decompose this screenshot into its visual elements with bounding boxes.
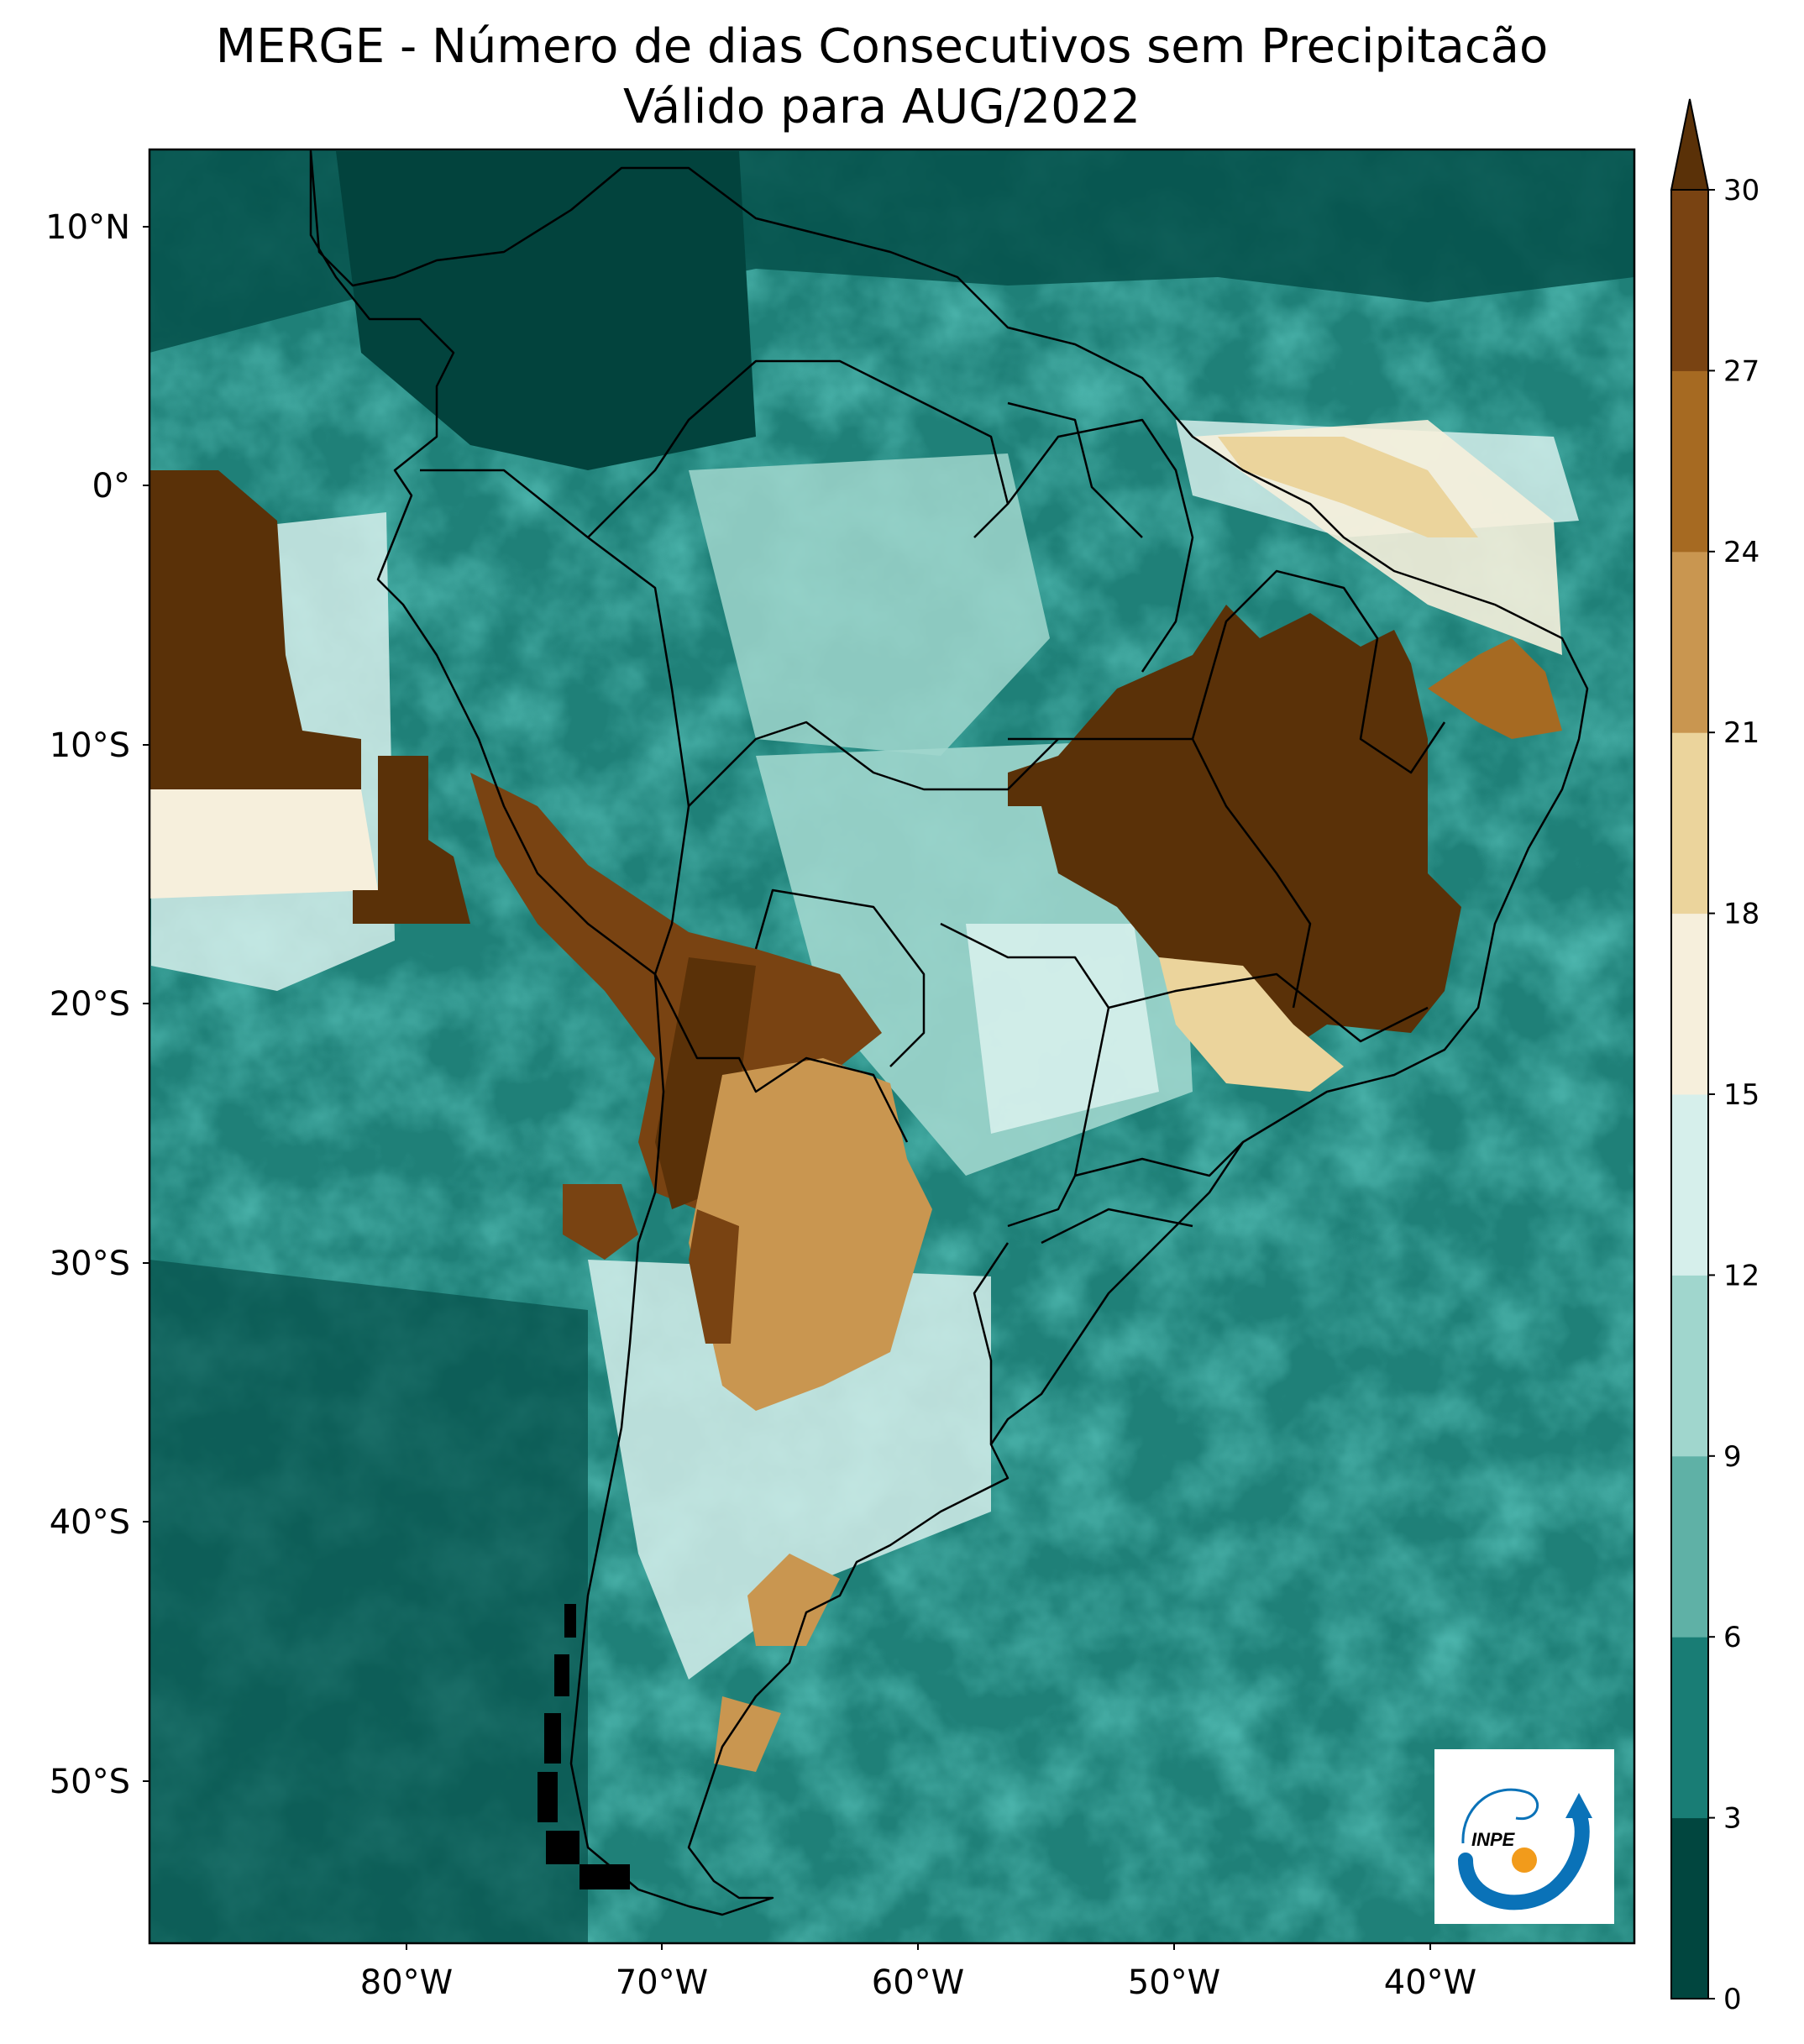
colorbar-segment: [1671, 370, 1708, 553]
colorbar-tick-label: 3: [1723, 1802, 1742, 1836]
border-uruguay: [973, 1242, 1010, 1444]
colorbar-tick-label: 27: [1723, 354, 1759, 388]
border-paraguay: [940, 922, 1110, 1228]
border-brazil-states-1: [1108, 972, 1429, 1043]
mid-zone-amazon: [689, 453, 1050, 756]
pale-block-pacific: [149, 789, 378, 899]
colorbar-segment: [1671, 1817, 1708, 1999]
colorbar-tick-label: 15: [1723, 1078, 1759, 1112]
border-ecuador-peru: [420, 469, 690, 807]
lat-tick-label: 20°S: [50, 985, 130, 1024]
dry-block-pacific-south: [353, 756, 470, 924]
lat-tick-label: 40°S: [50, 1503, 130, 1542]
colorbar-segment: [1671, 732, 1708, 915]
map-panel: [149, 149, 1634, 1943]
colorbar-tick-label: 21: [1723, 716, 1759, 750]
semi-dry-minas: [1159, 957, 1344, 1092]
colorbar-segment: [1671, 1637, 1708, 1819]
dry-patch-cuyo: [689, 1209, 739, 1344]
colorbar-segment: [1671, 190, 1708, 371]
dry-zone-central-argentina: [689, 1058, 932, 1411]
dark-region-colombia: [336, 151, 756, 470]
colorbar-segment: [1671, 551, 1708, 733]
border-bolivia: [754, 888, 926, 1067]
border-guianas: [1007, 401, 1143, 538]
dry-patch-northeast: [1428, 638, 1562, 739]
lon-tick-label: 60°W: [872, 1963, 964, 2002]
lat-tick-label: 0°: [92, 467, 130, 506]
dry-patch-chile-coast: [563, 1184, 638, 1260]
chile-fjords: [538, 1604, 630, 1889]
border-brazil-states-3: [1191, 569, 1446, 774]
lat-tick-label: 10°N: [45, 208, 130, 247]
lat-tick-label: 50°S: [50, 1763, 130, 1801]
border-bolivia-argentina: [653, 973, 909, 1143]
dry-strip-andes: [470, 773, 882, 1209]
dry-zone-central-brazil: [1008, 605, 1461, 1058]
country-borders: [309, 149, 1589, 1916]
colorbar-extend-arrow: [1670, 98, 1710, 191]
continent-outline: [309, 149, 1589, 1916]
semi-dry-north-coast: [1218, 437, 1478, 537]
lat-tick-label: 10°S: [50, 726, 130, 765]
logo-text: INPE: [1471, 1829, 1516, 1850]
dark-band-southwest: [149, 1260, 588, 1943]
colorbar-segment: [1671, 1275, 1708, 1457]
border-para: [1007, 418, 1194, 673]
lon-tick-label: 70°W: [616, 1963, 708, 2002]
lat-tick-label: 30°S: [50, 1245, 130, 1283]
border-brazil-states-4: [1074, 1141, 1244, 1177]
border-colombia-brazil: [587, 359, 1010, 538]
map-title: MERGE - Número de dias Consecutivos sem …: [0, 17, 1764, 138]
colorbar-tick-label: 6: [1723, 1621, 1742, 1654]
border-brazil-states-2: [1008, 737, 1312, 1009]
border-peru-brazil: [653, 721, 1059, 975]
dry-patch-patagonia-2: [714, 1696, 781, 1772]
lon-tick-label: 80°W: [360, 1963, 453, 2002]
logo-swoosh: [1458, 1806, 1590, 1910]
lon-tick-label: 50°W: [1128, 1963, 1220, 2002]
colorbar-tick-label: 18: [1723, 898, 1759, 931]
colorbar-tick-label: 9: [1723, 1440, 1742, 1474]
inpe-logo: INPE: [1434, 1749, 1614, 1924]
lon-axis: 80°W 70°W 60°W 50°W 40°W: [360, 1943, 1476, 2002]
lat-axis: 10°N 0° 10°S 20°S 30°S 40°S 50°S: [45, 208, 149, 1801]
logo-orbit: [1461, 1788, 1539, 1844]
light-zone-pantanal: [966, 924, 1159, 1134]
colorbar-segment: [1671, 1455, 1708, 1638]
colorbar-tick-label: 0: [1723, 1983, 1742, 2016]
lon-tick-label: 40°W: [1384, 1963, 1476, 2002]
colorbar-segment: [1671, 913, 1708, 1095]
dry-block-pacific-peru: [149, 470, 361, 798]
colorbar-segment: [1671, 1094, 1708, 1276]
title-line-1: MERGE - Número de dias Consecutivos sem …: [215, 19, 1549, 74]
dry-core-atacama: [655, 957, 756, 1209]
colorbar-tick-label: 30: [1723, 174, 1759, 207]
light-zone-patagonia: [588, 1260, 991, 1680]
colorbar-tick-label: 24: [1723, 536, 1759, 569]
colorbar-tick-label: 12: [1723, 1259, 1759, 1292]
logo-sun-icon: [1512, 1847, 1537, 1873]
map-frame: [148, 148, 1636, 1945]
logo-arrow-icon: [1565, 1793, 1592, 1818]
colorbar: 0 3 6 9 12 15 18 21 24 27 30: [1670, 98, 1759, 2016]
dry-patch-patagonia-1: [747, 1554, 840, 1646]
title-line-2: Válido para AUG/2022: [622, 80, 1141, 134]
border-brazil-states-5: [1041, 1208, 1193, 1245]
